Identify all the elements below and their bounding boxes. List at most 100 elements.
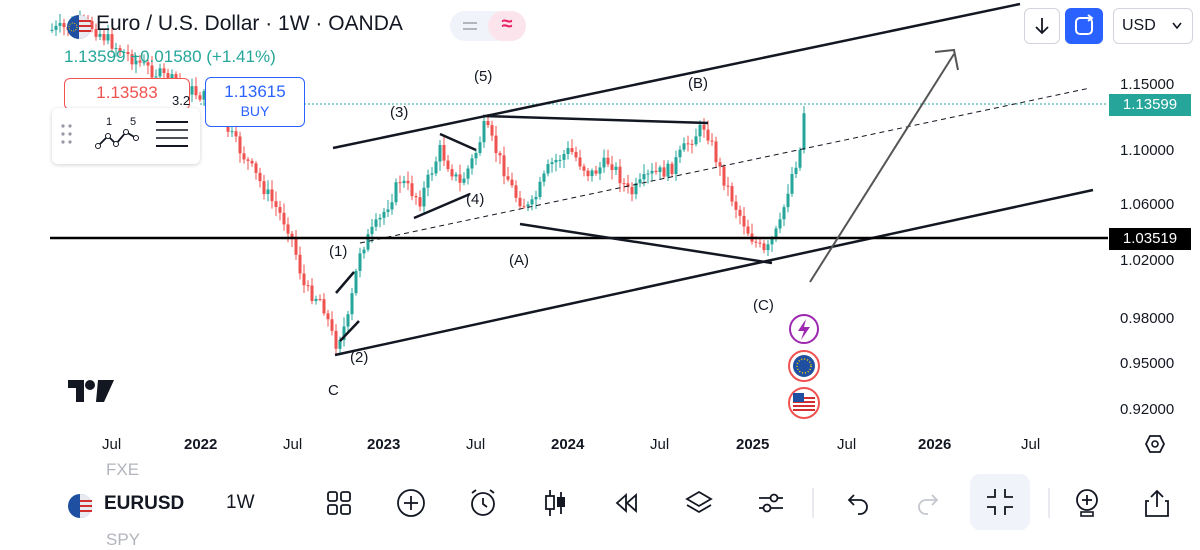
download-button[interactable] [1024,8,1060,44]
candle-body [286,224,290,234]
share-icon[interactable] [1140,486,1174,520]
drawing-toolbar-popup[interactable]: 1 5 [52,108,200,164]
candle-body [702,124,706,130]
candle-body [738,209,742,216]
candle-body [542,173,546,182]
fullscreen-button[interactable] [970,474,1030,530]
interval-button[interactable]: 1W [226,492,255,513]
candle-body [578,157,582,167]
candle-body [454,174,458,177]
candle-body [758,242,762,244]
candle-body [546,164,550,174]
svg-text:5: 5 [130,116,136,128]
candle-body [686,143,690,145]
buy-button[interactable]: 1.13615 BUY [205,77,305,127]
candle-body [462,178,466,183]
wave-1-2-upper-segment[interactable] [335,271,355,294]
sync-button[interactable] [1065,8,1103,44]
candle-body [438,144,442,162]
time-axis-label: 2024 [551,436,585,453]
candle-body [390,202,394,210]
redo-icon[interactable] [912,486,946,520]
price-axis-label: 1.15000 [1120,76,1175,93]
candle-body [510,179,514,186]
wave-label-c: (C) [753,297,774,314]
symbol-title[interactable]: Euro / U.S. Dollar · 1W · OANDA [96,12,403,35]
replay-rewind-icon[interactable] [610,486,644,520]
candle-body [446,160,450,170]
channel-lower-line[interactable] [334,188,1094,357]
channel-upper-line[interactable] [332,2,1021,150]
candle-body [282,212,286,225]
candlestick-icon[interactable] [538,486,572,520]
candle-body [94,29,98,37]
alarm-clock-icon[interactable] [466,486,500,520]
candle-body [470,158,474,169]
candle-body [370,226,374,235]
candle-body [314,298,318,301]
level-price-tag[interactable]: 1.03519 [1109,228,1191,250]
buy-price: 1.13615 [224,82,286,101]
approx-icon[interactable]: ≈ [488,11,526,41]
candle-body [342,326,346,341]
candle-body [518,197,522,207]
candle-body [786,193,790,208]
sell-button[interactable]: 1.13583 [64,78,190,110]
candle-body [482,121,486,143]
candle-body [602,157,606,168]
candle-body [362,249,366,254]
candle-body [350,293,354,315]
wave-3-4-upper-segment[interactable] [439,132,477,152]
chart-settings-icon[interactable] [1144,435,1166,453]
candle-body [134,60,138,65]
candle-body [566,148,570,155]
current-price-tag[interactable]: 1.13599 [1109,94,1191,116]
lightning-event-icon[interactable] [789,314,819,344]
layers-icon[interactable] [682,486,716,520]
time-axis-label: Jul [650,436,670,453]
candle-body [442,144,446,161]
candle-body [154,76,158,78]
layout-grid-icon[interactable] [322,486,356,520]
indicator-toggle-pill[interactable]: ≈ [450,11,526,41]
projection-arrow[interactable] [809,48,959,283]
candle-body [802,113,806,150]
candle-body [522,206,526,208]
symbol-list-ghost-below: SPY [106,530,141,549]
candle-body [494,135,498,154]
candle-body [402,180,406,184]
candle-body [506,176,510,180]
buy-label: BUY [240,103,270,119]
wave-1-2-lower-segment[interactable] [339,320,360,342]
symbol-list-ghost-above: FXE [106,460,140,479]
us-flag-event-icon[interactable] [788,387,820,419]
add-alert-pin-icon[interactable] [1070,486,1104,520]
drag-handle-icon[interactable] [60,122,74,148]
candle-body [302,273,306,286]
candle-body [230,131,234,133]
settings-sliders-icon[interactable] [754,486,788,520]
symbol-button[interactable]: EURUSD [104,493,185,514]
undo-icon[interactable] [840,486,874,520]
time-axis-label: 2025 [736,436,770,453]
currency-select[interactable]: USD [1113,8,1193,44]
triangle-lower-line[interactable] [519,222,773,265]
elliott-wave-tool-icon[interactable]: 1 5 [94,112,140,152]
channel-mid-dashed-line[interactable] [359,87,1091,244]
price-axis-label: 1.06000 [1120,196,1175,213]
candle-body [706,129,710,141]
add-indicator-icon[interactable] [394,486,428,520]
price-chart[interactable] [0,0,1200,470]
candle-body [634,183,638,195]
equals-icon[interactable] [450,11,488,41]
price-axis-label: 1.02000 [1120,252,1175,269]
candle-body [138,60,142,63]
wave-3-4-lower-segment[interactable] [413,192,471,220]
triangle-upper-line[interactable] [482,114,709,125]
candle-body [102,33,106,41]
wave-label-4: (4) [466,191,485,208]
time-axis-label: 2023 [367,436,401,453]
price-axis-label: 0.92000 [1120,401,1175,418]
eu-flag-event-icon[interactable] [788,350,820,382]
line-style-icon[interactable] [152,116,192,154]
